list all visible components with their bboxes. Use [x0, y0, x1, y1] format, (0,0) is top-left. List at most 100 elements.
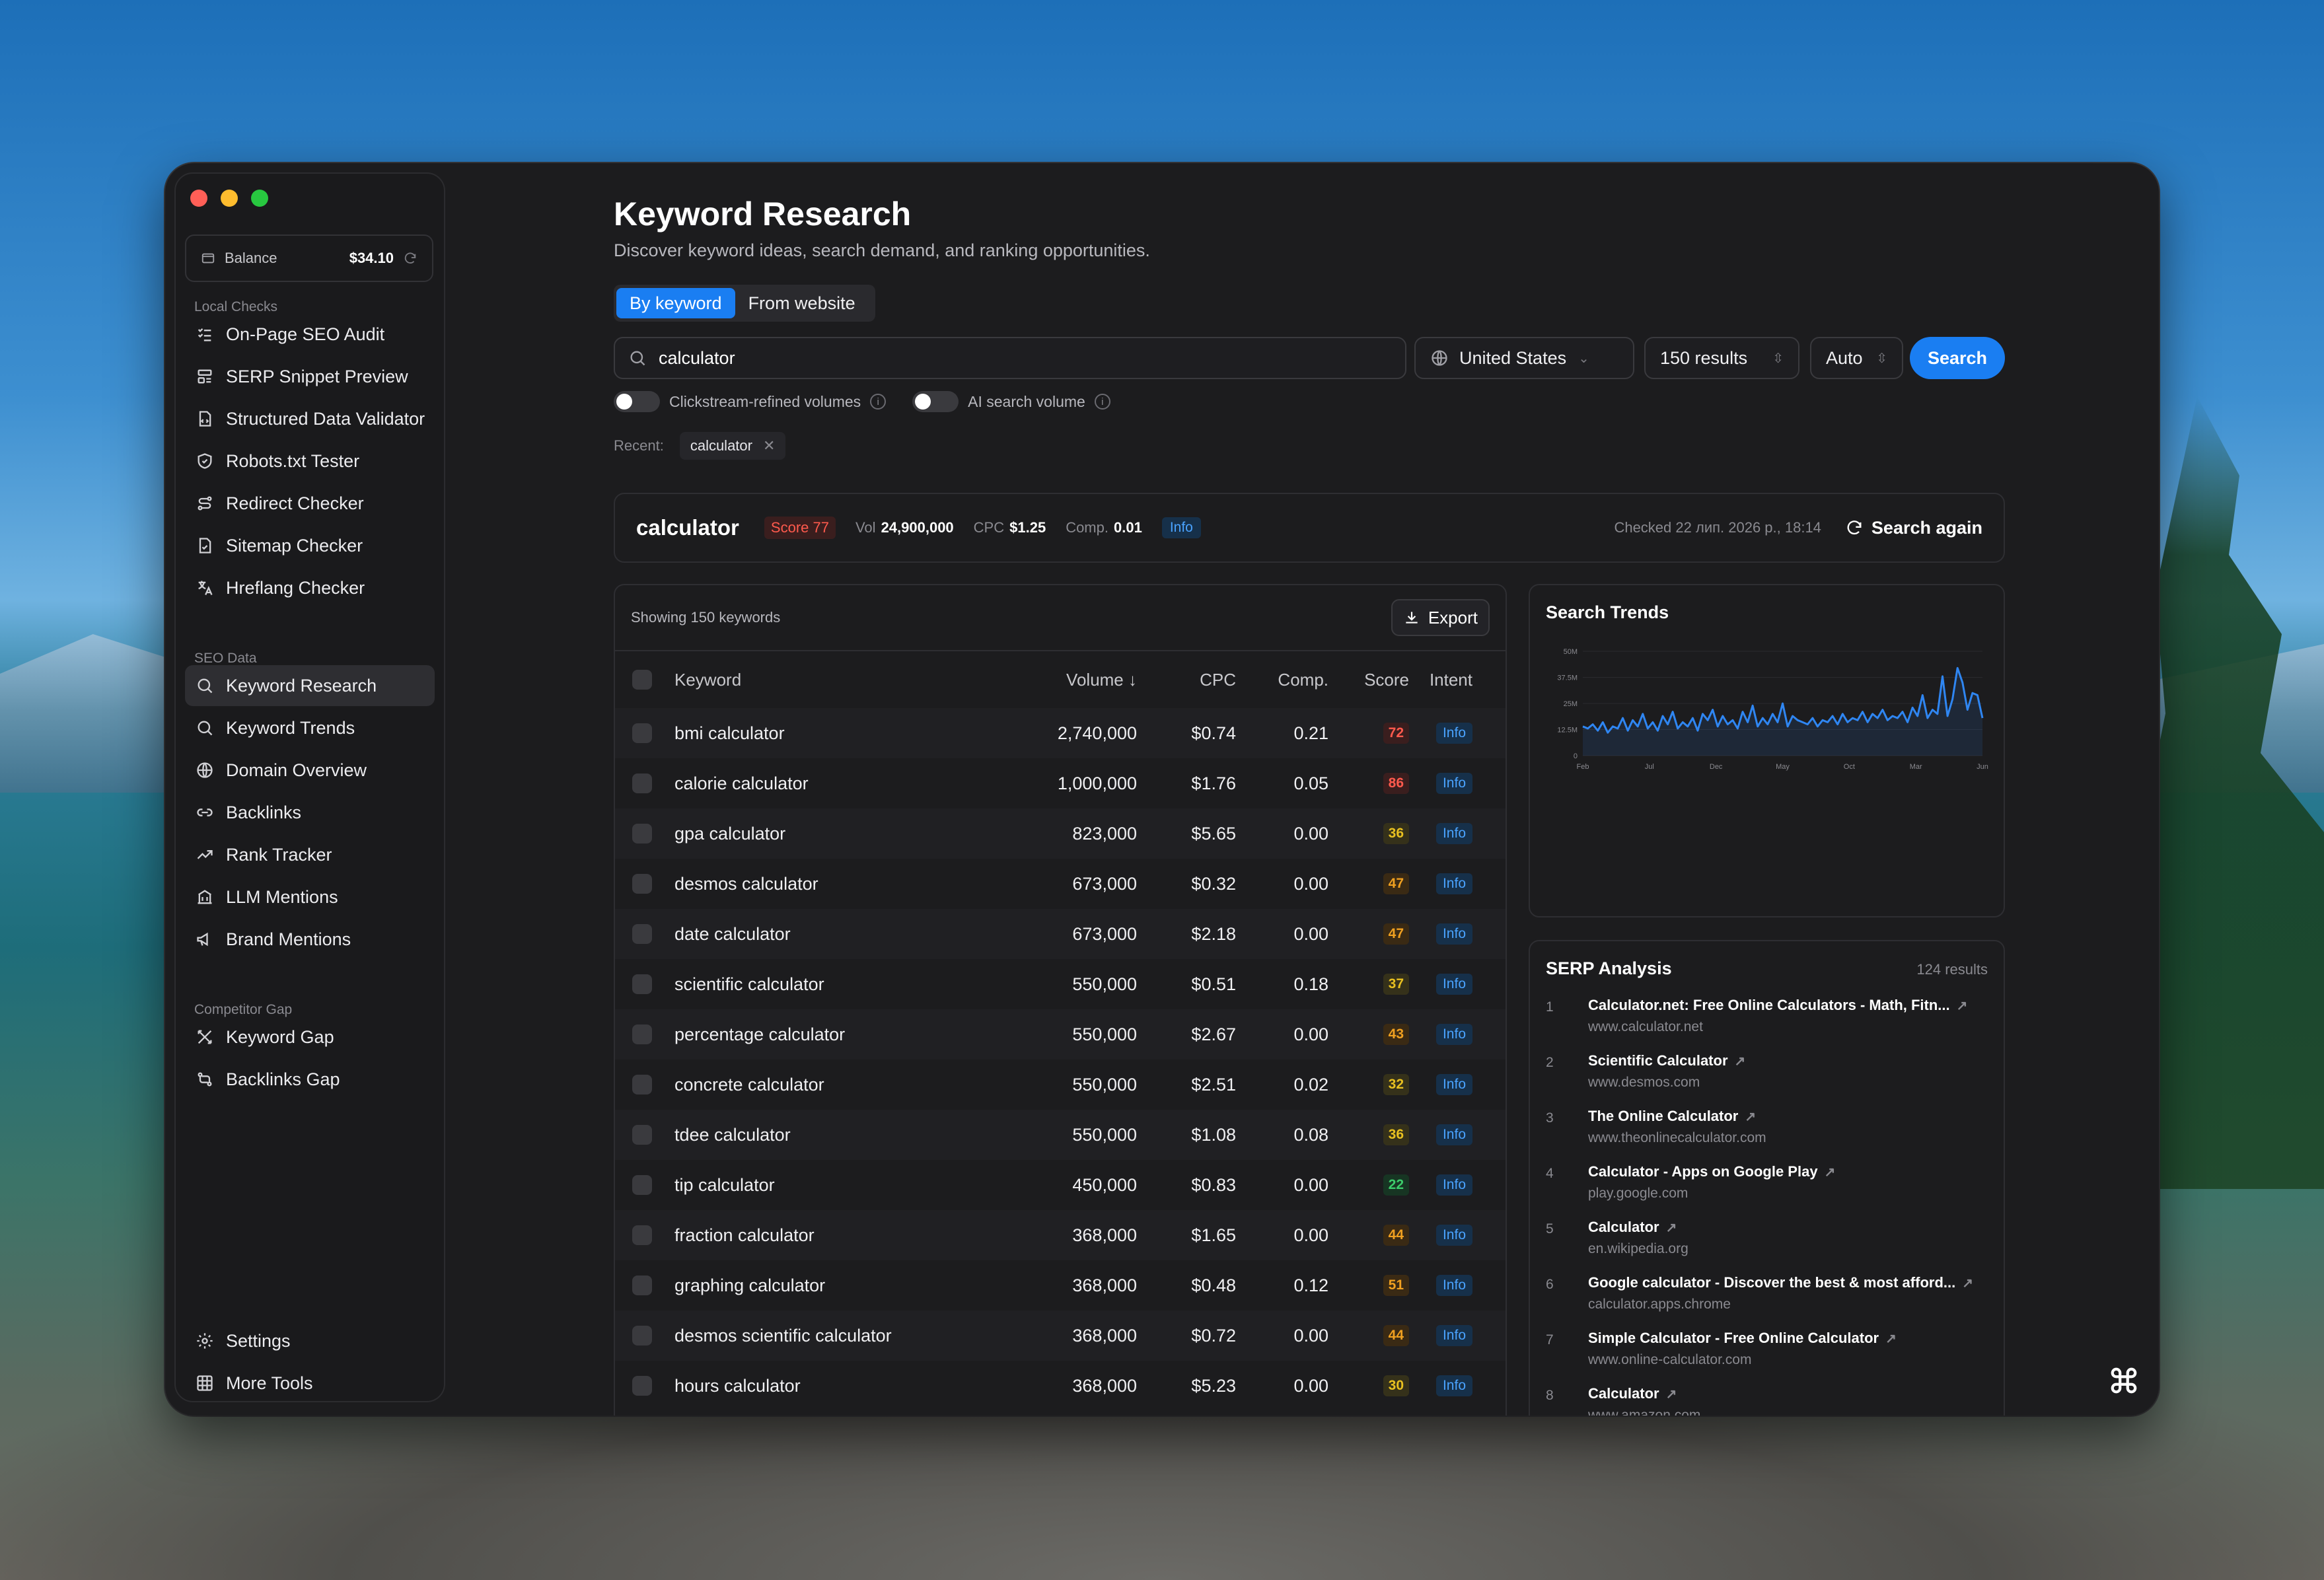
table-row[interactable]: percentage calculator 550,000 $2.67 0.00 43 I…: [615, 1009, 1506, 1059]
row-checkbox[interactable]: [632, 1326, 652, 1346]
sidebar-item-keyword-gap[interactable]: Keyword Gap: [185, 1017, 435, 1058]
external-link-icon[interactable]: ↗: [1665, 1220, 1677, 1235]
recent-chip[interactable]: calculator ✕: [679, 432, 786, 460]
row-checkbox[interactable]: [632, 1225, 652, 1245]
ai-search-volume-toggle[interactable]: [912, 391, 959, 412]
serp-title[interactable]: Google calculator - Discover the best & …: [1588, 1274, 1956, 1291]
serp-title[interactable]: Simple Calculator - Free Online Calculat…: [1588, 1330, 1879, 1346]
row-checkbox[interactable]: [632, 1075, 652, 1095]
cell-keyword[interactable]: hours calculator: [674, 1375, 801, 1396]
close-icon[interactable]: ✕: [762, 437, 776, 454]
external-link-icon[interactable]: ↗: [1962, 1275, 1973, 1291]
row-checkbox[interactable]: [632, 1024, 652, 1044]
sidebar-item-more-tools[interactable]: More Tools: [185, 1363, 435, 1404]
table-row[interactable]: desmos scientific calculator 368,000 $0.72…: [615, 1311, 1506, 1361]
serp-title[interactable]: Calculator - Apps on Google Play: [1588, 1163, 1818, 1180]
table-row[interactable]: hours calculator 368,000 $5.23 0.00 30 Info: [615, 1361, 1506, 1411]
row-checkbox[interactable]: [632, 1275, 652, 1295]
zoom-window-button[interactable]: [251, 190, 268, 207]
table-row[interactable]: scientific calculator 550,000 $0.51 0.18 37 I…: [615, 959, 1506, 1009]
sidebar-item-keyword-trends[interactable]: Keyword Trends: [185, 707, 435, 748]
cell-keyword[interactable]: concrete calculator: [674, 1074, 824, 1095]
serp-title[interactable]: Calculator.net: Free Online Calculators …: [1588, 997, 1950, 1013]
clickstream-toggle[interactable]: [614, 391, 660, 412]
cell-keyword[interactable]: date calculator: [674, 923, 791, 944]
table-row[interactable]: fraction calculator 368,000 $1.65 0.00 44 Inf…: [615, 1210, 1506, 1260]
info-icon[interactable]: i: [870, 394, 887, 410]
external-link-icon[interactable]: ↗: [1665, 1386, 1677, 1402]
tab-by-keyword[interactable]: By keyword: [616, 288, 735, 318]
column-header-comp[interactable]: Comp.: [1278, 669, 1328, 690]
row-checkbox[interactable]: [632, 924, 652, 944]
close-window-button[interactable]: [190, 190, 207, 207]
sidebar-item-brand-mentions[interactable]: Brand Mentions: [185, 919, 435, 960]
select-all-checkbox[interactable]: [632, 670, 652, 690]
table-row[interactable]: concrete calculator 550,000 $2.51 0.02 32 Inf…: [615, 1059, 1506, 1110]
column-header-volume[interactable]: Volume ↓: [1066, 669, 1137, 690]
sidebar-item-structured-data-validator[interactable]: Structured Data Validator: [185, 398, 435, 439]
column-header-keyword[interactable]: Keyword: [674, 669, 742, 690]
row-checkbox[interactable]: [632, 723, 652, 743]
external-link-icon[interactable]: ↗: [1956, 998, 1968, 1013]
cell-keyword[interactable]: bmi calculator: [674, 723, 785, 743]
cell-keyword[interactable]: scientific calculator: [674, 974, 824, 994]
table-row[interactable]: desmos calculator 673,000 $0.32 0.00 47 Info: [615, 859, 1506, 909]
row-checkbox[interactable]: [632, 974, 652, 994]
results-count-select[interactable]: 150 results ⇳: [1644, 337, 1799, 379]
export-button[interactable]: Export: [1391, 599, 1490, 636]
external-link-icon[interactable]: ↗: [1824, 1165, 1836, 1180]
sidebar-item-on-page-seo-audit[interactable]: On-Page SEO Audit: [185, 314, 435, 355]
table-row[interactable]: tdee calculator 550,000 $1.08 0.08 36 Info: [615, 1110, 1506, 1160]
sidebar-item-domain-overview[interactable]: Domain Overview: [185, 750, 435, 791]
sidebar-item-backlinks-gap[interactable]: Backlinks Gap: [185, 1059, 435, 1100]
cell-keyword[interactable]: percentage calculator: [674, 1024, 846, 1044]
row-checkbox[interactable]: [632, 874, 652, 894]
row-checkbox[interactable]: [632, 773, 652, 793]
cell-keyword[interactable]: desmos scientific calculator: [674, 1325, 892, 1346]
column-header-cpc[interactable]: CPC: [1200, 669, 1236, 690]
sidebar-item-backlinks[interactable]: Backlinks: [185, 792, 435, 833]
row-checkbox[interactable]: [632, 1175, 652, 1195]
external-link-icon[interactable]: ↗: [1885, 1331, 1897, 1346]
balance-widget[interactable]: Balance $34.10: [185, 234, 433, 282]
serp-title[interactable]: The Online Calculator: [1588, 1108, 1739, 1124]
cell-keyword[interactable]: tip calculator: [674, 1174, 775, 1195]
table-row[interactable]: date calculator 673,000 $2.18 0.00 47 Info: [615, 909, 1506, 959]
row-checkbox[interactable]: [632, 824, 652, 844]
table-row[interactable]: gpa calculator 823,000 $5.65 0.00 36 Info: [615, 808, 1506, 859]
keyword-search-input[interactable]: calculator: [614, 337, 1406, 379]
table-row[interactable]: calorie calculator 1,000,000 $1.76 0.05 86 In…: [615, 758, 1506, 808]
row-checkbox[interactable]: [632, 1376, 652, 1396]
table-row[interactable]: tip calculator 450,000 $0.83 0.00 22 Info: [615, 1160, 1506, 1210]
sidebar-item-rank-tracker[interactable]: Rank Tracker: [185, 834, 435, 875]
sidebar-item-redirect-checker[interactable]: Redirect Checker: [185, 483, 435, 524]
external-link-icon[interactable]: ↗: [1734, 1054, 1746, 1069]
sidebar-item-settings[interactable]: Settings: [185, 1320, 435, 1361]
refresh-icon[interactable]: [403, 251, 418, 266]
tab-from-website[interactable]: From website: [748, 293, 855, 313]
cell-keyword[interactable]: fraction calculator: [674, 1225, 815, 1245]
cell-keyword[interactable]: desmos calculator: [674, 873, 818, 894]
cell-keyword[interactable]: gpa calculator: [674, 823, 786, 844]
cell-keyword[interactable]: graphing calculator: [674, 1275, 826, 1295]
search-button[interactable]: Search: [1910, 337, 2005, 379]
mode-select[interactable]: Auto ⇳: [1810, 337, 1903, 379]
search-again-button[interactable]: Search again: [1845, 518, 1982, 538]
sidebar-item-serp-snippet-preview[interactable]: SERP Snippet Preview: [185, 356, 435, 397]
serp-title[interactable]: Calculator: [1588, 1219, 1659, 1235]
info-icon[interactable]: i: [1094, 394, 1110, 410]
cell-keyword[interactable]: tdee calculator: [674, 1124, 791, 1145]
sidebar-item-llm-mentions[interactable]: LLM Mentions: [185, 877, 435, 917]
cell-keyword[interactable]: calorie calculator: [674, 773, 809, 793]
column-header-score[interactable]: Score: [1364, 669, 1409, 690]
column-header-intent[interactable]: Intent: [1429, 669, 1472, 690]
external-link-icon[interactable]: ↗: [1745, 1109, 1757, 1124]
table-row[interactable]: graphing calculator 368,000 $0.48 0.12 51 Inf…: [615, 1260, 1506, 1311]
minimize-window-button[interactable]: [221, 190, 238, 207]
table-row[interactable]: bmi calculator 2,740,000 $0.74 0.21 72 Info: [615, 708, 1506, 758]
country-select[interactable]: United States ⌄: [1414, 337, 1634, 379]
sidebar-item-robots-txt-tester[interactable]: Robots.txt Tester: [185, 441, 435, 482]
row-checkbox[interactable]: [632, 1125, 652, 1145]
serp-title[interactable]: Scientific Calculator: [1588, 1052, 1728, 1069]
command-icon[interactable]: [2109, 1365, 2139, 1396]
